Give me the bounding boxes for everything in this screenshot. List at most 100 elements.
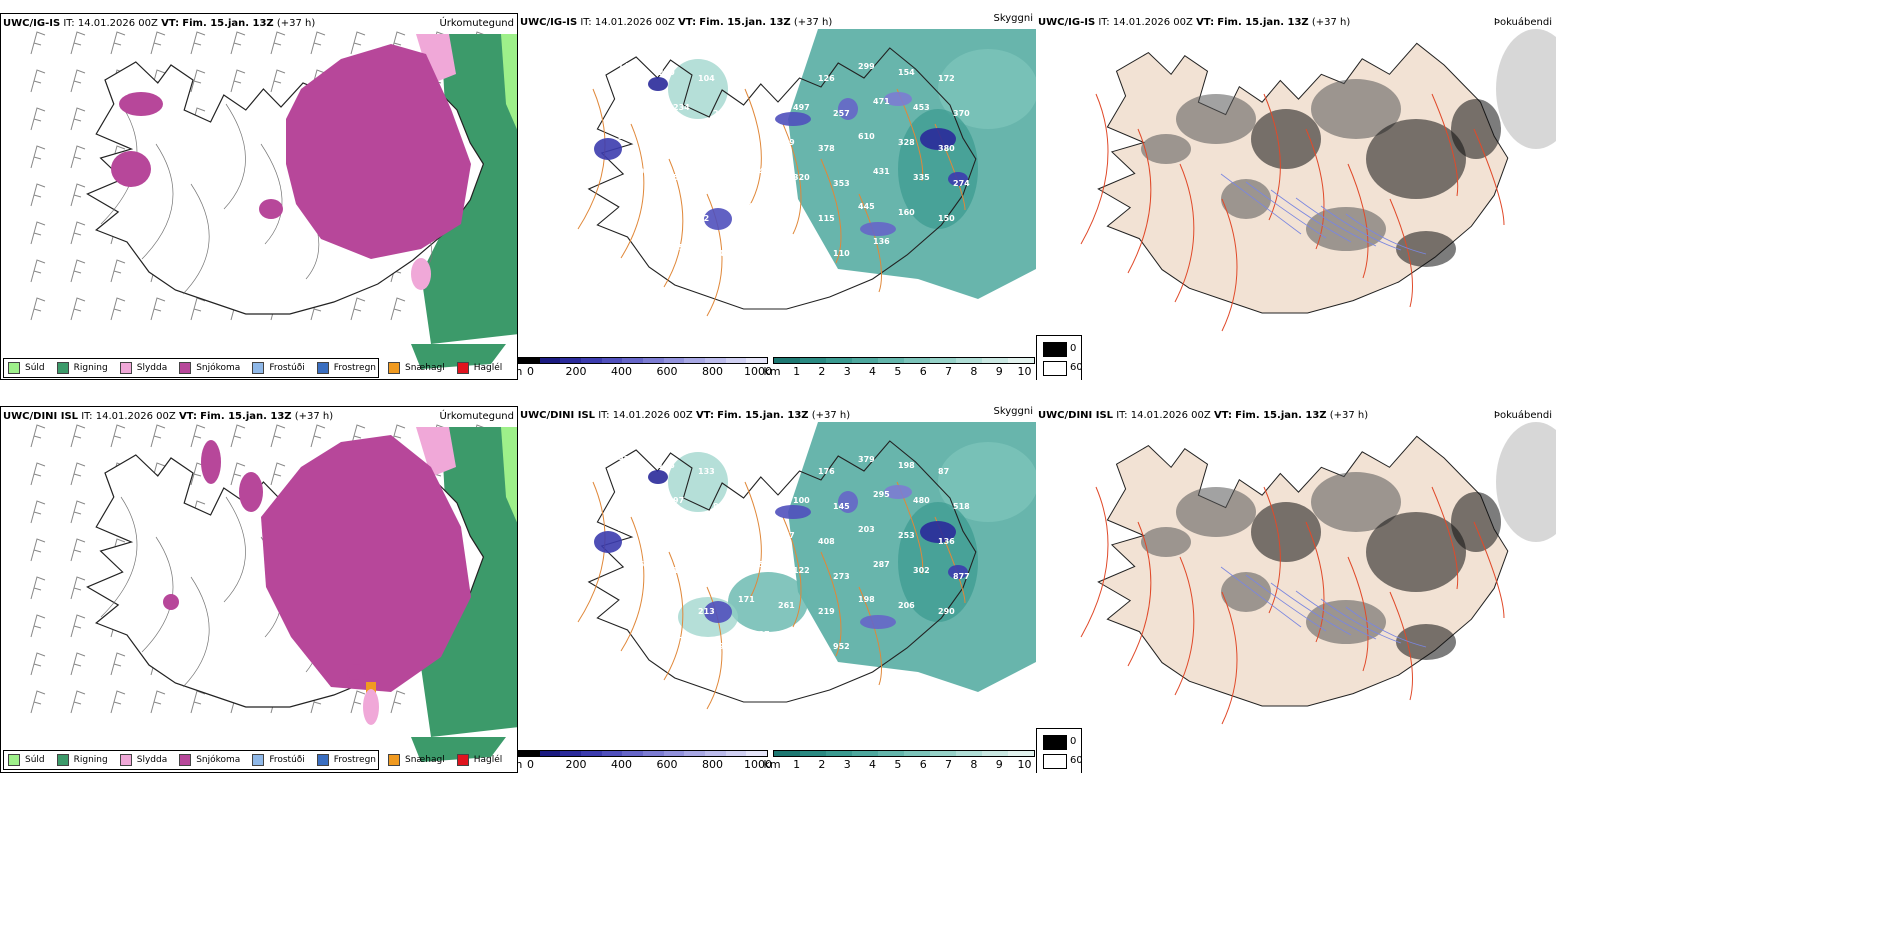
- scale-tick: 400: [611, 758, 632, 771]
- drizzle-area: [501, 34, 517, 130]
- scale-unit: m: [518, 758, 522, 771]
- scale-colors: [518, 750, 768, 757]
- fog-map: [1080, 29, 1556, 332]
- visibility-field: [668, 29, 1036, 299]
- cloud-base-label: 295: [873, 490, 890, 499]
- cloud-base-label: 253: [898, 531, 915, 540]
- scale-unit: km: [763, 365, 781, 378]
- cloud-base-label: 127: [793, 636, 810, 645]
- cloud-base-label: 136: [938, 537, 955, 546]
- cloud-base-label: 234: [673, 103, 690, 112]
- visibility-panel-top: UWC/IG-IS IT: 14.01.2026 00Z VT: Fim. 15…: [518, 13, 1036, 380]
- scale-tick: 7: [945, 758, 953, 771]
- cloud-base-label: 258: [658, 601, 675, 610]
- legend-swatch: [456, 754, 469, 766]
- cloud-base-label: 116: [658, 461, 675, 470]
- legend-swatch: [388, 362, 401, 374]
- legend-swatch: [388, 754, 401, 766]
- scale-tick: 5: [894, 365, 902, 378]
- legend-label: Snjókoma: [196, 755, 241, 765]
- panel-title: UWC/IG-IS IT: 14.01.2026 00Z VT: Fim. 15…: [520, 17, 833, 28]
- scale-tick: 1: [793, 365, 801, 378]
- scale-tick: 1000: [744, 365, 772, 378]
- legend-swatch: [316, 362, 329, 374]
- scale-tick: 8: [970, 365, 978, 378]
- cloud-base-label: 258: [753, 560, 770, 569]
- fog-haze: [1496, 29, 1556, 149]
- precip-type-legend: Súld Rigning Slydda Snjókoma Frostúði Frostre…: [3, 358, 502, 378]
- cloud-base-label: 109: [738, 132, 755, 141]
- visibility-map: 148 220 104 247 99 126 299 154 172 251 234 284 368 49…: [577, 29, 1036, 317]
- scale-tick: 3: [843, 365, 851, 378]
- drizzle-area: [501, 427, 517, 523]
- scale-tick: 7: [945, 365, 953, 378]
- cloud-base-label: 126: [818, 74, 835, 83]
- cloud-base-label: 100: [793, 496, 810, 505]
- scale-tick: 600: [656, 365, 678, 378]
- cloud-base-label: 497: [793, 103, 810, 112]
- cloud-base-labels: 93 116 133 107 108 176 379 198 87 129 97 86 111 100 14…: [618, 455, 970, 651]
- cloud-base-label: 527: [753, 630, 770, 639]
- scale-tick: 200: [565, 758, 587, 771]
- product-label: Skyggni: [993, 13, 1033, 24]
- legend-item: Haglél: [456, 362, 502, 374]
- product-label: Þokuábendi: [1493, 410, 1552, 421]
- legend-item: Snæhagl: [388, 362, 445, 374]
- cloud-base-label: 245: [713, 249, 730, 258]
- cloud-base-label: 99: [778, 68, 790, 77]
- cloud-base-label: 129: [633, 490, 650, 499]
- scale-tick: 5: [894, 758, 902, 771]
- product-label: Úrkomutegund: [439, 411, 514, 422]
- scale-tick: 4: [869, 758, 877, 771]
- cloud-base-label: 115: [818, 214, 835, 223]
- visibility-panel-bottom: UWC/DINI ISL IT: 14.01.2026 00Z VT: Fim.…: [518, 406, 1036, 773]
- cloud-base-label: 377: [618, 132, 635, 141]
- cloud-base-label: 178: [673, 636, 690, 645]
- product-label: Þokuábendi: [1493, 17, 1552, 28]
- river-network: [1220, 566, 1427, 648]
- scale-tick: 6: [919, 365, 927, 378]
- legend-swatch: [179, 362, 192, 374]
- cloud-base-label: 160: [898, 208, 915, 217]
- cloud-base-label: 398: [658, 531, 675, 540]
- cloud-base-label: 480: [913, 496, 930, 505]
- legend-item: Snjókoma: [179, 754, 240, 766]
- visibility-scale: km 1 2 3 4 5 6 7 8 9 10: [763, 750, 1035, 771]
- cloud-base-label: 402: [633, 167, 650, 176]
- cloud-base-label: 523: [673, 173, 690, 182]
- fog-field: [1141, 472, 1501, 660]
- cloud-base-label: 203: [858, 525, 875, 534]
- cloud-base-label: 287: [873, 560, 890, 569]
- cloud-base-label: 145: [833, 502, 850, 511]
- legend-item: Frostregn: [316, 754, 377, 766]
- legend-swatch: [8, 362, 20, 374]
- fog-panel-top: UWC/IG-IS IT: 14.01.2026 00Z VT: Fim. 15…: [1036, 13, 1556, 380]
- cloud-base-height-scale: m0 200 400 600 800 1000: [518, 750, 772, 771]
- coastline: [587, 440, 977, 703]
- cloud-base-label: 549: [753, 167, 770, 176]
- precip-type-legend: Súld Rigning Slydda Snjókoma Frostúði Frostre…: [3, 750, 502, 770]
- legend-label: Slydda: [136, 363, 168, 373]
- precip-map: [30, 31, 517, 369]
- cloud-base-labels: 148 220 104 247 99 126 299 154 172 251 234 284 368 49…: [618, 62, 970, 258]
- sleet-area: [416, 34, 456, 84]
- cloud-base-label: 290: [938, 607, 955, 616]
- scale-tick: 0: [527, 758, 534, 771]
- fog-map: [1080, 422, 1556, 725]
- product-label: Úrkomutegund: [439, 18, 514, 29]
- scale-tick: 9: [995, 365, 1003, 378]
- legend-swatch: [56, 362, 69, 374]
- cloud-base-label: 139: [778, 138, 795, 147]
- cloud-base-label: 93: [618, 455, 629, 464]
- cloud-base-label: 97: [673, 496, 684, 505]
- cloud-base-label: 153: [713, 572, 730, 581]
- cloud-base-label: 379: [858, 455, 875, 464]
- legend-label: Frostregn: [333, 755, 377, 765]
- visibility-scale: km 1 2 3 4 5 6 7 8 9 10: [763, 357, 1035, 378]
- legend-item: Haglél: [456, 754, 502, 766]
- road-network: [1080, 486, 1505, 725]
- legend-swatch: [252, 754, 265, 766]
- cloud-base-label: 122: [793, 566, 810, 575]
- cloud-base-label: 459: [713, 179, 730, 188]
- legend-item: Frostúði: [252, 362, 305, 374]
